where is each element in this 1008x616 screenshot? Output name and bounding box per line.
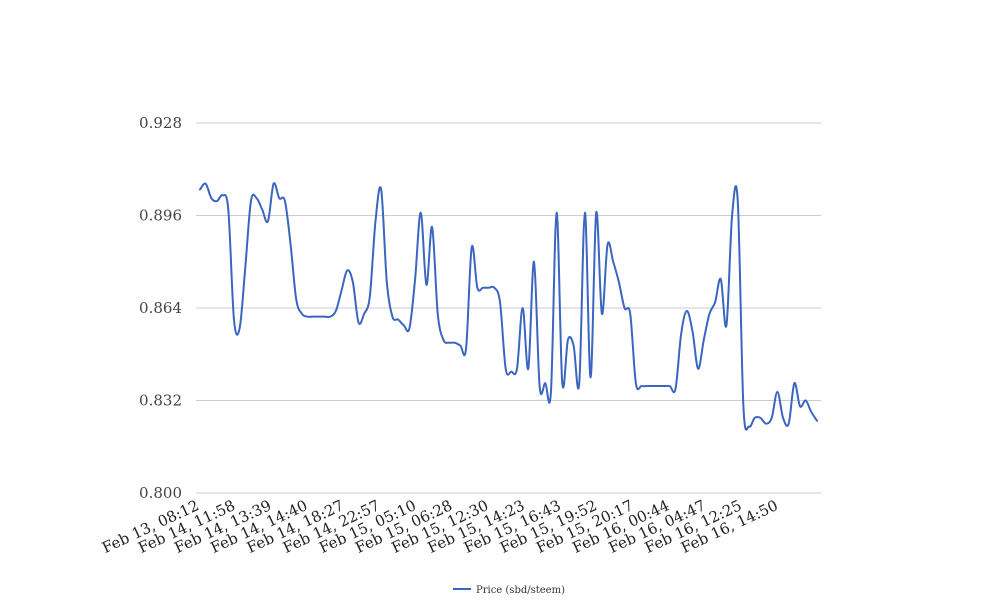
series-line-price — [199, 182, 818, 431]
y-tick-label: 0.928 — [139, 114, 182, 132]
y-tick-label: 0.832 — [139, 392, 182, 410]
y-tick-label: 0.800 — [139, 484, 182, 502]
legend: Price (sbd/steem) — [453, 585, 565, 596]
y-tick-label: 0.896 — [139, 207, 182, 225]
gridlines — [196, 122, 821, 494]
legend-label: Price (sbd/steem) — [476, 585, 565, 596]
y-tick-label: 0.864 — [139, 299, 182, 317]
series-layer — [199, 182, 818, 431]
y-axis-ticks: 0.800 0.832 0.864 0.896 0.928 — [139, 114, 182, 502]
